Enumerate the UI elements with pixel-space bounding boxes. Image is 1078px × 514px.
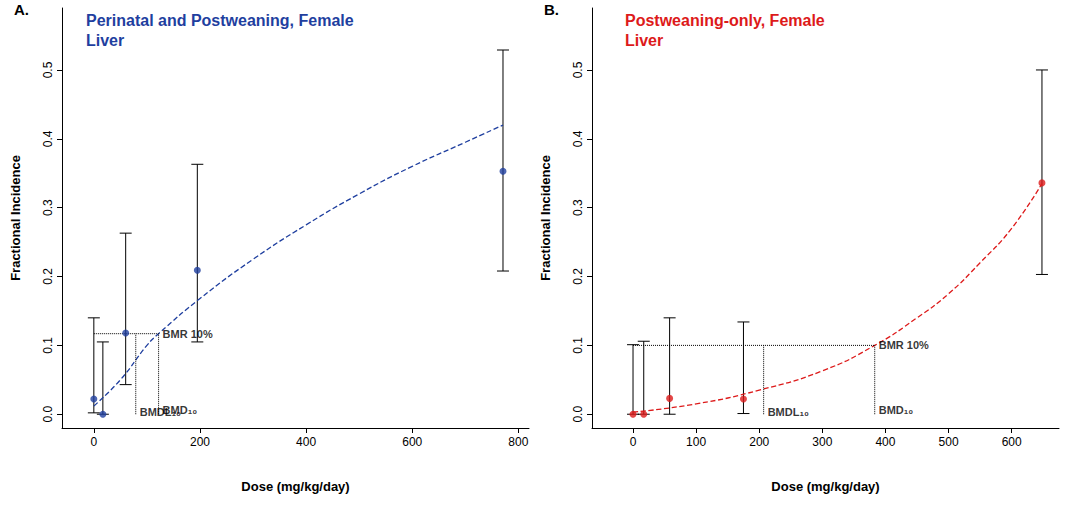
svg-text:400: 400 (296, 435, 316, 449)
svg-text:B.: B. (544, 1, 559, 18)
svg-text:600: 600 (402, 435, 422, 449)
svg-text:Liver: Liver (625, 32, 663, 49)
svg-text:0.3: 0.3 (571, 199, 585, 216)
svg-text:BMR 10%: BMR 10% (879, 339, 929, 351)
svg-text:Dose (mg/kg/day): Dose (mg/kg/day) (241, 479, 349, 494)
svg-text:A.: A. (14, 1, 29, 18)
svg-text:0: 0 (90, 435, 97, 449)
svg-text:0.1: 0.1 (41, 337, 55, 354)
svg-text:0.5: 0.5 (571, 61, 585, 78)
svg-text:0.2: 0.2 (41, 268, 55, 285)
svg-text:300: 300 (812, 435, 832, 449)
svg-text:Dose (mg/kg/day): Dose (mg/kg/day) (771, 479, 879, 494)
svg-text:200: 200 (190, 435, 210, 449)
svg-text:0.4: 0.4 (41, 130, 55, 147)
svg-text:Fractional Incidence: Fractional Incidence (8, 155, 23, 281)
svg-text:Perinatal and Postweaning, Fem: Perinatal and Postweaning, Female (86, 12, 354, 29)
svg-text:0.4: 0.4 (571, 130, 585, 147)
svg-text:0.1: 0.1 (571, 337, 585, 354)
svg-text:800: 800 (508, 435, 528, 449)
svg-text:BMD₁₀: BMD₁₀ (879, 404, 914, 416)
svg-text:400: 400 (875, 435, 895, 449)
svg-text:BMD₁₀: BMD₁₀ (163, 404, 198, 416)
svg-text:Liver: Liver (86, 32, 124, 49)
svg-text:BMDL₁₀: BMDL₁₀ (768, 406, 809, 418)
svg-text:100: 100 (686, 435, 706, 449)
svg-text:0.0: 0.0 (41, 406, 55, 423)
svg-text:500: 500 (939, 435, 959, 449)
svg-text:600: 600 (1002, 435, 1022, 449)
svg-text:Fractional Incidence: Fractional Incidence (538, 155, 553, 281)
svg-text:Postweaning-only, Female: Postweaning-only, Female (625, 12, 825, 29)
svg-text:BMR 10%: BMR 10% (163, 328, 213, 340)
svg-text:0.3: 0.3 (41, 199, 55, 216)
svg-text:0.5: 0.5 (41, 61, 55, 78)
svg-text:200: 200 (749, 435, 769, 449)
svg-text:0.0: 0.0 (571, 406, 585, 423)
svg-text:0: 0 (630, 435, 637, 449)
svg-text:0.2: 0.2 (571, 268, 585, 285)
svg-text:BMDL₁₀: BMDL₁₀ (139, 406, 181, 419)
